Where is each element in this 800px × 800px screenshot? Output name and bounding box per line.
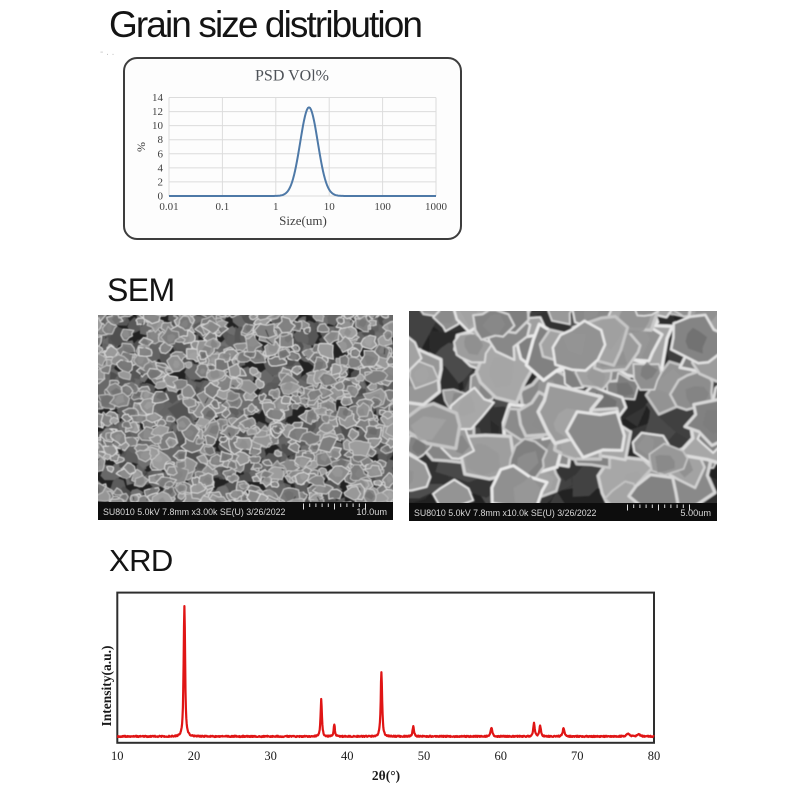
svg-text:1000: 1000	[425, 201, 448, 213]
svg-text:2θ(°): 2θ(°)	[372, 768, 400, 783]
svg-text:10: 10	[152, 120, 164, 132]
svg-text:6: 6	[158, 148, 164, 160]
svg-text:20: 20	[188, 749, 201, 763]
svg-text:50: 50	[418, 749, 431, 763]
svg-text:SU8010 5.0kV 7.8mm x3.00k SE(U: SU8010 5.0kV 7.8mm x3.00k SE(U) 3/26/202…	[103, 507, 285, 517]
svg-text:80: 80	[648, 749, 661, 763]
svg-text:2: 2	[158, 176, 164, 188]
svg-text:Intensity(a.u.): Intensity(a.u.)	[100, 645, 114, 726]
svg-text:12: 12	[152, 106, 163, 118]
svg-text:10: 10	[324, 201, 336, 213]
svg-text:0.01: 0.01	[159, 201, 178, 213]
svg-text:100: 100	[374, 201, 391, 213]
svg-text:10.0um: 10.0um	[356, 507, 387, 517]
svg-text:SU8010 5.0kV 7.8mm x10.0k SE(U: SU8010 5.0kV 7.8mm x10.0k SE(U) 3/26/202…	[414, 508, 596, 518]
svg-text:Size(um): Size(um)	[279, 213, 327, 228]
svg-text:0.1: 0.1	[216, 201, 230, 213]
svg-text:PSD VOl%: PSD VOl%	[255, 68, 329, 85]
svg-text:70: 70	[571, 749, 584, 763]
svg-text:1: 1	[273, 201, 279, 213]
svg-text:%: %	[134, 142, 148, 152]
svg-text:5.00um: 5.00um	[680, 508, 711, 518]
svg-text:60: 60	[494, 749, 507, 763]
svg-text:8: 8	[158, 134, 164, 146]
svg-text:30: 30	[264, 749, 277, 763]
svg-text:40: 40	[341, 749, 354, 763]
svg-text:0: 0	[158, 191, 164, 203]
svg-text:4: 4	[158, 162, 164, 174]
svg-text:14: 14	[152, 92, 164, 104]
svg-text:10: 10	[111, 749, 124, 763]
